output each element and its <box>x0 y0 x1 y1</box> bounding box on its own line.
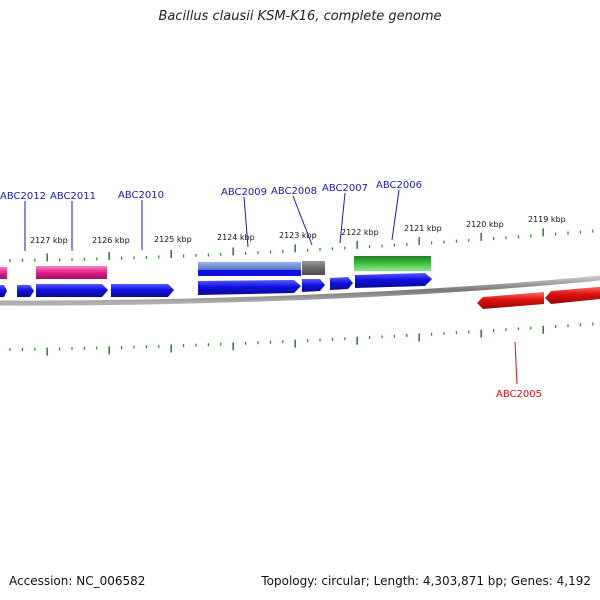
gene-arrow-abc2008 <box>302 279 325 292</box>
gene-arrow-abc2009 <box>198 280 301 295</box>
gene-label-abc2012: ABC2012 <box>0 191 46 202</box>
leader-abc2007 <box>339 192 346 244</box>
kbp-scale: 2127 kbp 2126 kbp 2125 kbp 2124 kbp 2123… <box>30 215 566 245</box>
gene-arrow-left-edge <box>0 285 7 297</box>
gene-label-abc2007: ABC2007 <box>322 183 368 194</box>
kbp-label-2124: 2124 kbp <box>217 233 255 242</box>
gene-label-abc2008: ABC2008 <box>271 186 317 197</box>
blue-band-abc2009 <box>198 270 301 276</box>
gene-label-abc2011: ABC2011 <box>50 191 96 202</box>
gene-arrow-abc2011 <box>36 284 108 297</box>
kbp-label-2119: 2119 kbp <box>528 215 566 224</box>
pink-feature-abc2011 <box>36 266 107 279</box>
green-feature-abc2006 <box>354 256 431 271</box>
inner-tick-row <box>9 322 594 356</box>
accession-text: Accession: NC_006582 <box>9 574 146 588</box>
gene-arrow-abc2007 <box>330 277 353 290</box>
kbp-label-2121: 2121 kbp <box>404 224 442 233</box>
kbp-label-2122: 2122 kbp <box>341 228 379 237</box>
lightblue-feature-abc2009 <box>198 262 301 271</box>
gene-labels: ABC2012 ABC2011 ABC2010 ABC2009 ABC2008 … <box>0 180 542 400</box>
genome-summary-text: Topology: circular; Length: 4,303,871 bp… <box>261 574 591 588</box>
pink-feature-left <box>0 267 7 279</box>
gene-arrow-abc2005 <box>477 292 544 309</box>
gene-label-abc2010: ABC2010 <box>118 190 164 201</box>
leader-abc2005 <box>514 341 518 385</box>
kbp-label-2123: 2123 kbp <box>279 231 317 240</box>
genome-backbone <box>0 275 600 306</box>
gene-arrow-right-edge <box>545 286 600 304</box>
outer-tick-row <box>9 228 594 262</box>
kbp-label-2127: 2127 kbp <box>30 236 68 245</box>
gene-arrow-abc2006 <box>355 273 432 288</box>
gene-label-abc2006: ABC2006 <box>376 180 422 191</box>
gene-arrow-abc2012 <box>17 285 34 297</box>
kbp-label-2126: 2126 kbp <box>92 236 130 245</box>
leader-abc2008 <box>292 195 313 246</box>
kbp-label-2125: 2125 kbp <box>154 235 192 244</box>
kbp-label-2120: 2120 kbp <box>466 220 504 229</box>
map-title: Bacillus clausii KSM-K16, complete genom… <box>158 9 442 24</box>
gene-label-abc2005: ABC2005 <box>496 389 542 400</box>
gene-leader-lines <box>24 189 518 385</box>
gene-label-abc2009: ABC2009 <box>221 187 267 198</box>
gray-feature-abc2008 <box>302 261 325 275</box>
leader-abc2009 <box>243 196 249 248</box>
leader-abc2006 <box>391 189 400 241</box>
gene-arrow-abc2010 <box>111 284 174 297</box>
